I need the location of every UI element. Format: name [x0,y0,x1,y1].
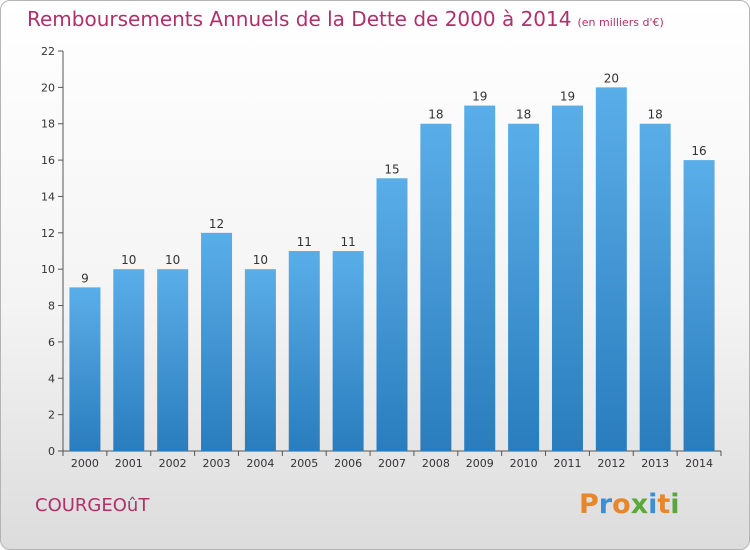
labels-group: 9 2000 10 2001 10 2002 12 2003 10 2004 11 2005 11 200… [71,71,713,470]
bar [639,123,671,452]
logo-letter: r [598,489,613,520]
bar [376,178,408,452]
bar [595,87,627,451]
x-tick-label: 2005 [290,457,318,470]
bars-group [69,87,715,452]
y-tick-label: 4 [48,372,55,385]
logo-letter: t [657,489,671,520]
logo-letter: x [630,489,649,520]
bar [157,269,189,451]
y-tick-label: 22 [41,45,55,58]
bar-value-label: 9 [81,271,89,285]
bar [551,105,583,451]
x-tick-label: 2006 [334,457,362,470]
bar-value-label: 15 [384,162,399,176]
x-tick-label: 2013 [641,457,669,470]
x-tick-label: 2003 [203,457,231,470]
bar [69,287,101,451]
bar-value-label: 11 [297,235,312,249]
y-tick-label: 8 [48,300,55,313]
x-tick-label: 2008 [422,457,450,470]
bar-value-label: 12 [209,217,224,231]
bar [244,269,276,451]
bar-value-label: 10 [121,253,136,267]
x-tick-label: 2007 [378,457,406,470]
x-tick-label: 2000 [71,457,99,470]
y-tick-label: 2 [48,409,55,422]
y-tick-label: 20 [41,81,55,94]
chart-title: Remboursements Annuels de la Dette de 20… [27,7,664,31]
bar-value-label: 18 [648,108,663,122]
bar [464,105,496,451]
bar-value-label: 11 [340,235,355,249]
logo-letter: P [579,489,599,520]
x-tick-label: 2011 [553,457,581,470]
bar-value-label: 18 [428,108,443,122]
x-tick-label: 2002 [159,457,187,470]
bar-value-label: 18 [516,108,531,122]
bar-value-label: 10 [165,253,180,267]
bar [201,232,233,451]
logo-letter: i [670,489,680,520]
bar [113,269,145,451]
logo-letter: o [612,489,631,520]
y-tick-label: 14 [41,190,55,203]
x-tick-label: 2001 [115,457,143,470]
bar-value-label: 16 [691,144,706,158]
x-tick-label: 2004 [246,457,274,470]
x-tick-label: 2014 [685,457,713,470]
bar-value-label: 19 [472,90,487,104]
bar [332,251,364,451]
title-text: Remboursements Annuels de la Dette de 20… [27,7,572,31]
bar [508,123,540,452]
y-tick-label: 10 [41,263,55,276]
bar [420,123,452,452]
x-tick-label: 2009 [466,457,494,470]
y-tick-label: 18 [41,118,55,131]
logo-letter: i [648,489,658,520]
proxiti-logo: Proxiti [579,489,680,520]
bar [288,251,320,451]
bar-value-label: 10 [253,253,268,267]
y-tick-label: 16 [41,154,55,167]
town-name: COURGEOûT [35,495,150,516]
x-tick-label: 2012 [597,457,625,470]
title-unit: (en milliers d'€) [577,16,664,29]
y-tick-label: 6 [48,336,55,349]
y-tick-label: 0 [48,445,55,458]
x-tick-label: 2010 [510,457,538,470]
bar-value-label: 19 [560,90,575,104]
bar-value-label: 20 [604,71,619,85]
bar [683,160,715,451]
y-tick-label: 12 [41,227,55,240]
